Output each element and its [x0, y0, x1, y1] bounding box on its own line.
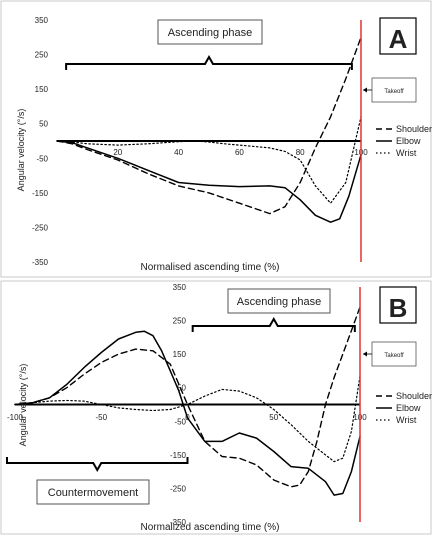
panel-a-x-axis: 20406080100 — [113, 148, 368, 157]
panel-b-countermovement-bracket — [6, 457, 189, 473]
x-tick-label: 60 — [235, 148, 244, 157]
y-tick-label: -50 — [36, 154, 48, 163]
legend-label-elbow: Elbow — [396, 403, 421, 413]
panel-a-y-axis: 350 250 150 50 -50 -150 -250 -350 — [32, 16, 49, 267]
y-tick-label: -250 — [32, 223, 49, 232]
panel-a-frame — [0, 0, 432, 278]
panel-a-ascending-phase-bracket — [65, 54, 353, 70]
panel-b-legend: Shoulder Elbow Wrist — [376, 391, 432, 425]
panel-a-label: A — [389, 24, 408, 54]
panel-b-countermovement-label: Countermovement — [36, 479, 150, 505]
y-tick-label: 350 — [173, 283, 187, 292]
phase-bracket-path — [191, 316, 356, 332]
panel-a-series — [56, 36, 362, 223]
legend-label-shoulder: Shoulder — [396, 124, 432, 134]
y-tick-label: -150 — [32, 189, 49, 198]
phase-bracket-path — [65, 54, 353, 70]
countermovement-bracket-path — [6, 457, 189, 473]
series-line-shoulder — [14, 306, 361, 488]
panel-a-legend: Shoulder Elbow Wrist — [376, 124, 432, 158]
x-tick-label: 80 — [296, 148, 305, 157]
x-tick-label: -100 — [7, 413, 24, 422]
legend-label-wrist: Wrist — [396, 148, 417, 158]
y-tick-label: -150 — [170, 451, 187, 460]
series-line-wrist — [56, 116, 362, 204]
panel-b-countermovement-text: Countermovement — [48, 487, 139, 499]
series-line-elbow — [14, 330, 361, 496]
panel-b-y-axis: 350 250 150 50 -50 -150 -250 -350 — [170, 283, 187, 527]
panel-b-label: B — [389, 293, 408, 323]
panel-b-ascending-phase-bracket — [191, 316, 356, 332]
panel-b-takeoff-callout: Takeoff — [363, 341, 417, 367]
x-tick-label: 50 — [269, 413, 278, 422]
series-line-wrist — [14, 375, 361, 463]
panel-a-xlabel: Normalised ascending time (%) — [141, 262, 280, 273]
x-tick-label: -50 — [95, 413, 107, 422]
y-tick-label: 250 — [173, 317, 187, 326]
panel-b-xlabel: Normalized ascending time (%) — [141, 522, 280, 533]
y-tick-label: 50 — [39, 120, 48, 129]
panel-b-ascending-phase-label: Ascending phase — [227, 288, 331, 314]
legend-label-wrist: Wrist — [396, 415, 417, 425]
panel-a-ylabel: Angular velocity (°/s) — [16, 109, 26, 192]
x-tick-label: 40 — [174, 148, 183, 157]
x-tick-label: 20 — [113, 148, 122, 157]
panel-a-ascending-phase-label: Ascending phase — [157, 19, 263, 45]
panel-b-phase-text: Ascending phase — [237, 296, 321, 308]
y-tick-label: -350 — [32, 258, 49, 267]
legend-label-elbow: Elbow — [396, 136, 421, 146]
y-tick-label: 150 — [173, 350, 187, 359]
y-tick-label: -350 — [170, 518, 187, 527]
series-line-elbow — [56, 140, 362, 223]
y-tick-label: 50 — [177, 384, 186, 393]
panel-a-label-box: A — [379, 17, 417, 55]
legend-label-shoulder: Shoulder — [396, 391, 432, 401]
panel-b-ylabel: Angular velocity (°/s) — [18, 364, 28, 447]
panel-b-label-box: B — [379, 286, 417, 324]
y-tick-label: 350 — [35, 16, 49, 25]
y-tick-label: 150 — [35, 85, 49, 94]
panel-b-series — [14, 306, 361, 496]
y-tick-label: -250 — [170, 484, 187, 493]
panel-a-takeoff-callout: Takeoff — [363, 77, 417, 103]
series-line-shoulder — [56, 36, 362, 215]
panel-a-takeoff-text: Takeoff — [384, 89, 404, 95]
y-tick-label: 250 — [35, 51, 49, 60]
panel-b-frame — [0, 280, 432, 535]
panel-a-phase-text: Ascending phase — [168, 27, 252, 39]
panel-b-takeoff-text: Takeoff — [384, 353, 404, 359]
y-tick-label: -50 — [174, 417, 186, 426]
